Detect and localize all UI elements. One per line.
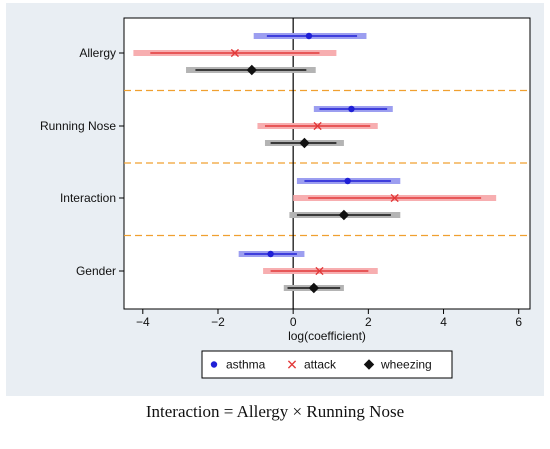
asthma-point-estimate xyxy=(348,105,355,113)
legend: asthma attack wheezing xyxy=(201,350,453,379)
figure-caption: Interaction = Allergy × Running Nose xyxy=(145,402,405,421)
x-tick-label: 0 xyxy=(290,315,297,329)
x-tick-label: −2 xyxy=(211,315,225,329)
attack-point-estimate xyxy=(315,266,324,276)
asthma-point-estimate xyxy=(305,32,313,40)
x-tick-label: −4 xyxy=(136,315,150,329)
y-tick-label: Gender xyxy=(76,264,116,278)
legend-marker-attack xyxy=(287,360,297,369)
wheezing-point-estimate xyxy=(246,64,258,76)
category-dividers xyxy=(124,89,530,237)
attack-point-estimate xyxy=(390,193,399,203)
x-tick-label: 4 xyxy=(440,315,447,329)
legend-marker-asthma xyxy=(210,361,218,368)
attack-point-estimate xyxy=(230,48,239,58)
wheezing-point-estimate xyxy=(299,137,310,149)
wheezing-point-estimate xyxy=(338,209,350,221)
x-axis-label: log(coefficient) xyxy=(288,329,366,343)
legend-box xyxy=(201,350,453,379)
legend-label-wheezing: wheezing xyxy=(380,358,432,372)
x-tick-label: 2 xyxy=(365,315,372,329)
asthma-point-estimate xyxy=(267,250,274,258)
y-tick-label: Running Nose xyxy=(40,119,116,133)
wheezing-point-estimate xyxy=(308,282,320,294)
x-tick-label: 6 xyxy=(515,315,522,329)
legend-label-asthma: asthma xyxy=(226,358,266,372)
y-tick-label: Interaction xyxy=(60,191,116,205)
y-axis: Allergy Running Nose Interaction Gender xyxy=(40,46,124,278)
asthma-point-estimate xyxy=(344,177,351,185)
attack-point-estimate xyxy=(313,121,322,131)
x-axis: −4 −2 0 2 4 6 xyxy=(136,309,522,329)
legend-label-attack: attack xyxy=(304,358,337,372)
chart-marks xyxy=(133,32,497,294)
legend-marker-wheezing xyxy=(363,359,375,370)
y-tick-label: Allergy xyxy=(79,46,116,60)
